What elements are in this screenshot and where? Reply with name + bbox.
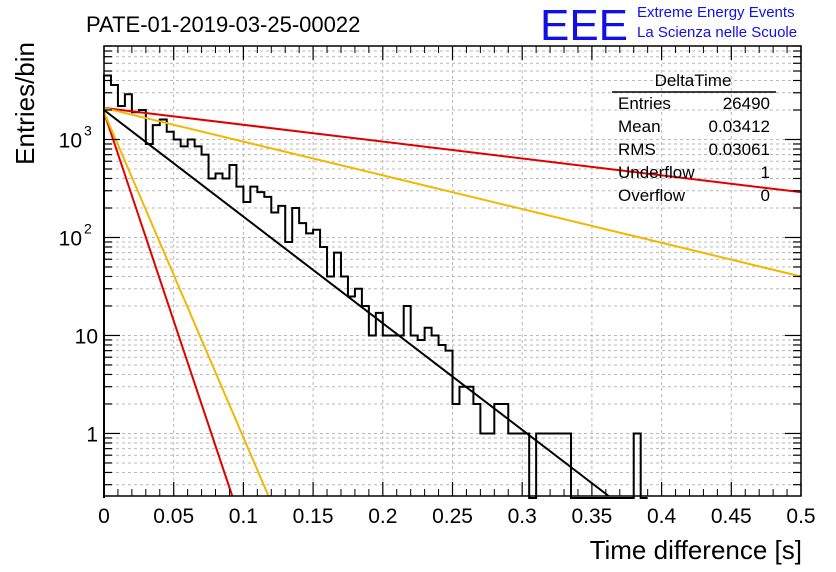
series-layer: [103, 106, 802, 497]
stats-label-entries: Entries: [618, 94, 671, 113]
y-tick-exponent: 2: [84, 220, 92, 236]
x-tick-label: 0.1: [229, 505, 258, 528]
stats-label-mean: Mean: [618, 117, 661, 136]
hist-layer: [103, 74, 648, 499]
run-title: PATE-01-2019-03-25-00022: [86, 12, 360, 37]
stats-value-rms: 0.03061: [709, 140, 770, 159]
x-tick-label: 0.35: [571, 505, 612, 528]
stats-name: DeltaTime: [655, 71, 732, 90]
series-line-2: [103, 106, 802, 278]
stats-value-underflow: 1: [761, 163, 770, 182]
x-tick-label: 0.45: [711, 505, 752, 528]
x-tick-label: 0.15: [293, 505, 334, 528]
histogram-outline: [103, 74, 648, 499]
x-tick-label: 0.4: [647, 505, 677, 528]
y-tick-label: 10: [59, 227, 82, 250]
x-tick-label: 0.5: [786, 505, 815, 528]
series-line-3: [103, 111, 234, 497]
logo-line-1: Extreme Energy Events: [637, 4, 795, 21]
stats-box: DeltaTime Entries 26490 Mean 0.03412 RMS…: [612, 71, 776, 205]
x-tick-label: 0.25: [432, 505, 473, 528]
axes-layer: 0 0.05 0.1 0.15 0.2 0.25 0.3 0.35 0.4 0.45 0.51101…: [59, 45, 816, 528]
x-tick-label: 0.3: [508, 505, 537, 528]
y-axis-title: Entries/bin: [10, 42, 40, 165]
y-tick-label: 10: [59, 130, 82, 153]
series-line-1: [103, 106, 802, 194]
stats-value-overflow: 0: [761, 186, 770, 205]
y-tick-label: 10: [75, 325, 98, 348]
y-tick-exponent: 3: [84, 123, 92, 139]
stats-label-underflow: Underflow: [618, 163, 695, 182]
x-tick-label: 0.05: [153, 505, 194, 528]
series-line-4: [103, 111, 270, 497]
eee-logo: EEE: [540, 1, 628, 50]
stats-value-mean: 0.03412: [709, 117, 770, 136]
x-tick-label: 0.2: [368, 505, 397, 528]
stats-label-overflow: Overflow: [618, 186, 686, 205]
y-tick-label: 1: [86, 423, 98, 446]
logo-line-2: La Scienza nelle Scuole: [637, 24, 797, 41]
stats-value-entries: 26490: [723, 94, 770, 113]
x-tick-label: 0: [98, 505, 110, 528]
x-axis-title: Time difference [s]: [590, 535, 802, 565]
stats-label-rms: RMS: [618, 140, 656, 159]
series-line-0: [103, 109, 610, 497]
